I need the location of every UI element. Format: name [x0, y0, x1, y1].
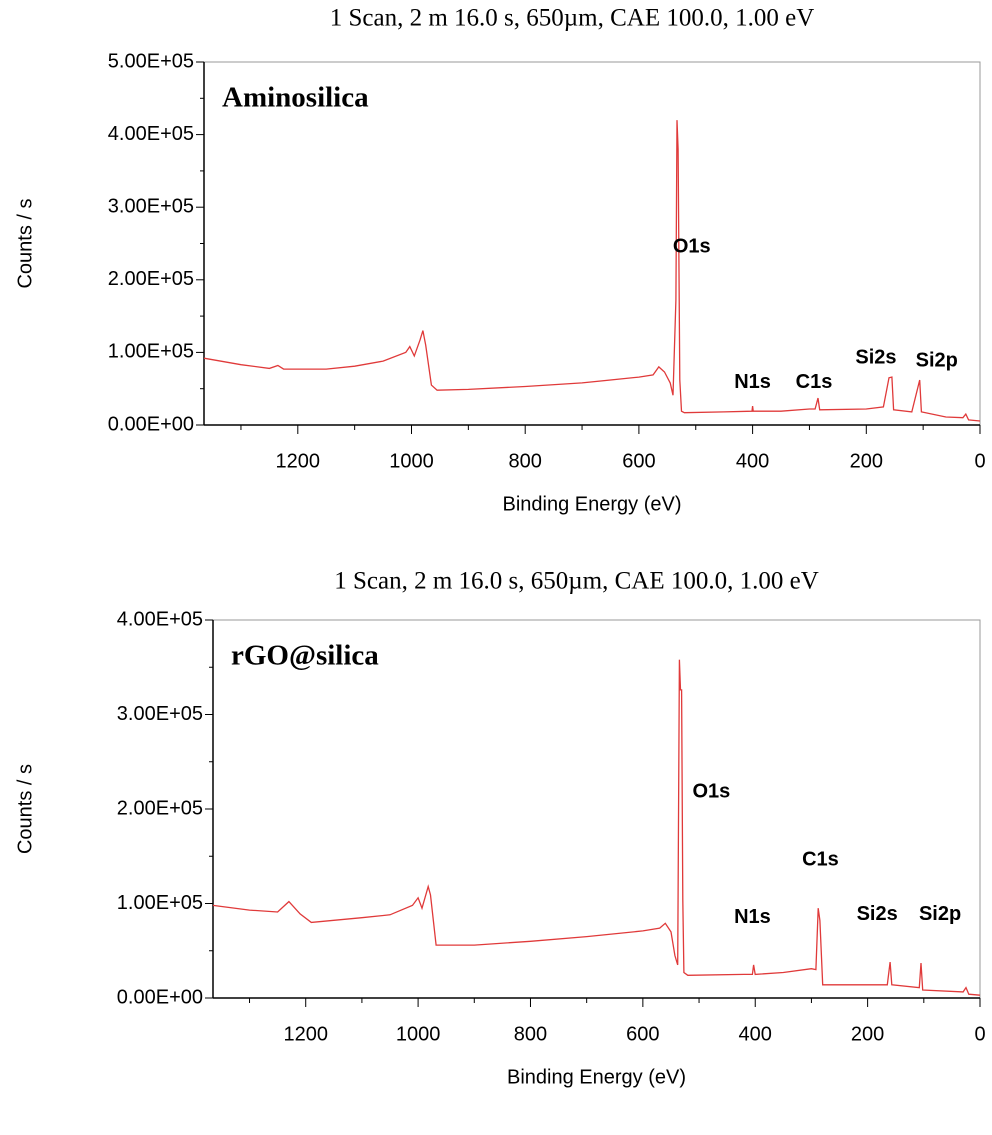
chart-title: 1 Scan, 2 m 16.0 s, 650µm, CAE 100.0, 1.… [330, 5, 815, 32]
y-tick-label: 0.00E+00 [117, 986, 203, 1008]
y-tick-label: 1.00E+05 [117, 892, 203, 914]
x-tick-label: 200 [850, 450, 883, 472]
peak-label: O1s [673, 235, 711, 257]
y-tick-label: 4.00E+05 [108, 123, 194, 145]
sample-label: Aminosilica [222, 82, 369, 114]
x-tick-label: 1200 [283, 1023, 328, 1045]
peak-label: C1s [796, 371, 833, 393]
plot-frame [212, 619, 981, 999]
y-tick-label: 5.00E+05 [108, 50, 194, 72]
spectrum-line [203, 120, 981, 422]
x-tick-label: 400 [739, 1023, 772, 1045]
y-axis-label: Counts / s [14, 764, 36, 854]
sample-label: rGO@silica [231, 640, 379, 672]
x-tick-label: 600 [626, 1023, 659, 1045]
x-tick-label: 1000 [389, 450, 434, 472]
y-tick-label: 0.00E+00 [108, 413, 194, 435]
peak-label: C1s [802, 848, 839, 870]
plot-frame [203, 61, 981, 426]
y-tick-label: 2.00E+05 [117, 797, 203, 819]
y-tick-label: 4.00E+05 [117, 608, 203, 630]
peak-label: N1s [734, 906, 771, 928]
peak-label: Si2s [857, 903, 898, 925]
x-tick-label: 0 [974, 450, 985, 472]
y-tick-label: 1.00E+05 [108, 341, 194, 363]
x-tick-label: 400 [736, 450, 769, 472]
y-tick-label: 3.00E+05 [108, 195, 194, 217]
y-tick-label: 3.00E+05 [117, 703, 203, 725]
x-axis-label: Binding Energy (eV) [503, 493, 682, 515]
x-tick-label: 800 [509, 450, 542, 472]
peak-label: O1s [693, 780, 731, 802]
x-tick-label: 1200 [276, 450, 321, 472]
x-tick-label: 600 [622, 450, 655, 472]
peak-label: Si2p [916, 349, 958, 371]
y-tick-label: 2.00E+05 [108, 268, 194, 290]
peak-label: Si2p [919, 903, 961, 925]
peak-label: N1s [734, 371, 771, 393]
chart-title: 1 Scan, 2 m 16.0 s, 650µm, CAE 100.0, 1.… [334, 568, 819, 595]
y-axis-label: Counts / s [14, 198, 36, 288]
x-tick-label: 800 [514, 1023, 547, 1045]
spectrum-line [212, 659, 981, 996]
x-tick-label: 200 [851, 1023, 884, 1045]
x-axis-label: Binding Energy (eV) [507, 1066, 686, 1088]
peak-label: Si2s [855, 346, 896, 368]
x-tick-label: 0 [974, 1023, 985, 1045]
x-tick-label: 1000 [396, 1023, 441, 1045]
